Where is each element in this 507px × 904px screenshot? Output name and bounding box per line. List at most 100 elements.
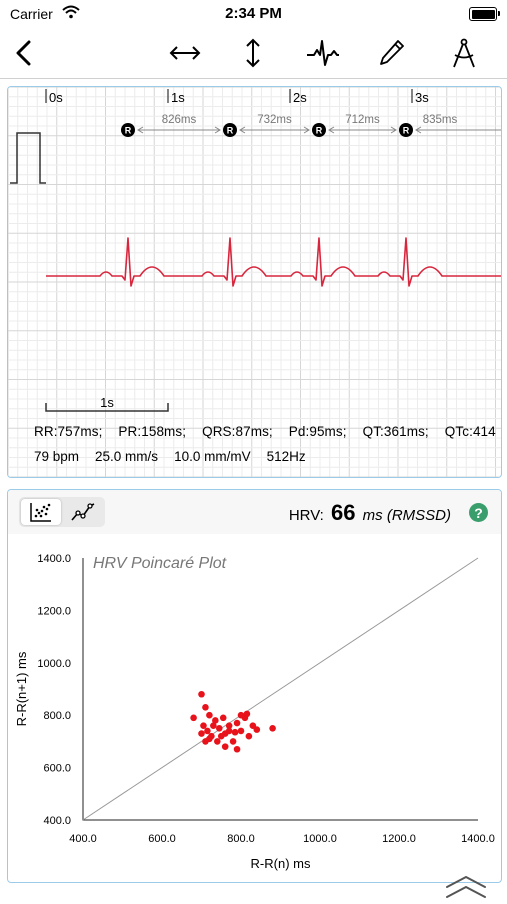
data-point	[233, 719, 241, 727]
setting-value: 79 bpm	[34, 449, 80, 464]
y-tick-label: 400.0	[43, 815, 71, 827]
rr-arrow-head	[137, 126, 144, 134]
x-tick-label: 600.0	[148, 833, 176, 845]
hrv-unit: ms (RMSSD)	[362, 507, 451, 524]
toolbar	[0, 28, 507, 79]
r-peak-label: R	[227, 126, 234, 136]
clock: 2:34 PM	[225, 5, 282, 22]
poincare-plot: HRV Poincaré Plot 400.0 600.0 800.0 1000.0 12…	[14, 553, 495, 871]
x-tick-label: 1200.0	[382, 833, 416, 845]
measurement-value: PR:158ms;	[118, 424, 187, 439]
x-tick-label: 400.0	[69, 833, 97, 845]
hrv-value: 66	[331, 500, 356, 525]
help-button[interactable]: ?	[469, 503, 488, 522]
data-point	[269, 725, 276, 732]
data-point	[210, 722, 217, 729]
data-point	[229, 738, 237, 745]
measurement-value: QTc:414	[444, 424, 496, 439]
scatter-plot-icon	[30, 503, 51, 522]
data-point	[237, 711, 245, 719]
data-point	[200, 722, 207, 729]
x-tick-label: 1400.0	[461, 833, 495, 845]
ecg-strip[interactable]: 0s 1s 2s 3s R R R R 826ms 732ms 712ms 835ms 1s	[8, 87, 501, 477]
y-tick-label: 1200.0	[37, 605, 71, 617]
data-point	[204, 727, 211, 735]
rr-arrow-head	[390, 126, 397, 134]
data-point	[215, 725, 223, 732]
data-point	[253, 726, 261, 733]
status-bar: Carrier 2:34 PM	[0, 0, 507, 28]
hrv-readout: HRV: 66 ms (RMSSD)	[289, 500, 451, 526]
y-tick-label: 600.0	[43, 763, 71, 775]
measurement-value: QRS:87ms;	[202, 424, 273, 439]
data-point	[206, 711, 213, 719]
data-point	[198, 690, 205, 698]
setting-value: 10.0 mm/mV	[174, 449, 251, 464]
hrv-header: HRV: 66 ms (RMSSD) ?	[8, 490, 501, 534]
measurement-value: RR:757ms;	[34, 424, 103, 439]
compass-icon	[453, 38, 475, 68]
ecg-trace	[46, 237, 501, 287]
settings-row: 79 bpm 25.0 mm/s 10.0 mm/mV 512Hz	[34, 449, 322, 464]
measurements-row: RR:757ms; PR:158ms; QRS:87ms; Pd:95ms; QT:36…	[34, 424, 501, 439]
rr-interval-label: 712ms	[345, 114, 380, 126]
pencil-icon	[380, 40, 404, 65]
r-peak-label: R	[316, 126, 323, 136]
data-point	[202, 704, 209, 711]
data-point	[245, 732, 253, 740]
data-point	[217, 732, 225, 740]
rr-arrow-head	[303, 126, 310, 134]
horizontal-measure-button[interactable]	[167, 36, 203, 70]
x-tick-label: 1000.0	[303, 833, 337, 845]
calibration-pulse	[10, 132, 46, 184]
data-point	[225, 727, 233, 735]
pencil-button[interactable]	[374, 36, 410, 70]
data-point	[237, 727, 245, 735]
measurement-value: QT:361ms;	[362, 424, 429, 439]
r-peak-marker	[399, 123, 413, 137]
rr-arrow-head	[415, 126, 422, 134]
rr-arrow-head	[214, 126, 221, 134]
r-peak-marker	[223, 123, 237, 137]
time-marker-label: 1s	[171, 90, 185, 105]
compass-button[interactable]	[446, 36, 482, 70]
data-point	[202, 738, 209, 745]
time-marker-label: 0s	[49, 90, 63, 105]
identity-line	[82, 557, 479, 821]
battery-icon	[469, 7, 500, 21]
waveform-button[interactable]	[305, 36, 341, 70]
y-tick-label: 1000.0	[37, 658, 71, 670]
r-peak-label: R	[125, 126, 132, 136]
measurement-value: Pd:95ms;	[288, 424, 347, 439]
hrv-label: HRV:	[288, 507, 324, 524]
data-point	[225, 722, 233, 729]
vertical-arrows-icon	[246, 38, 260, 68]
waveform-icon	[307, 40, 339, 66]
horizontal-arrows-icon	[169, 46, 201, 60]
data-point	[190, 714, 197, 722]
x-axis-label: R-R(n) ms	[251, 856, 311, 871]
rr-arrow-head	[239, 126, 246, 134]
ecg-panel: 0s 1s 2s 3s R R R R 826ms 732ms 712ms 835ms 1s RR:75…	[7, 86, 502, 478]
r-peak-label: R	[403, 126, 410, 136]
chart-mode-toggle	[19, 497, 105, 527]
scale-bar-label: 1s	[100, 395, 114, 410]
scatter-mode-button[interactable]	[21, 499, 61, 525]
y-tick-label: 800.0	[43, 710, 71, 722]
time-marker-label: 2s	[293, 90, 307, 105]
data-point	[221, 743, 229, 750]
y-axis-label: R-R(n+1) ms	[14, 651, 29, 726]
carrier-label: Carrier	[10, 6, 53, 22]
rr-arrow-head	[328, 126, 335, 134]
vertical-measure-button[interactable]	[235, 36, 271, 70]
scale-bar	[45, 403, 169, 412]
r-peak-marker	[312, 123, 326, 137]
data-point	[231, 728, 239, 736]
data-point	[219, 714, 227, 722]
y-tick-label: 1400.0	[37, 553, 71, 565]
rr-interval-label: 835ms	[423, 114, 458, 126]
line-mode-button[interactable]	[63, 499, 103, 525]
expand-button[interactable]	[441, 873, 491, 899]
chevron-left-icon	[16, 40, 31, 66]
back-button[interactable]	[6, 36, 42, 70]
